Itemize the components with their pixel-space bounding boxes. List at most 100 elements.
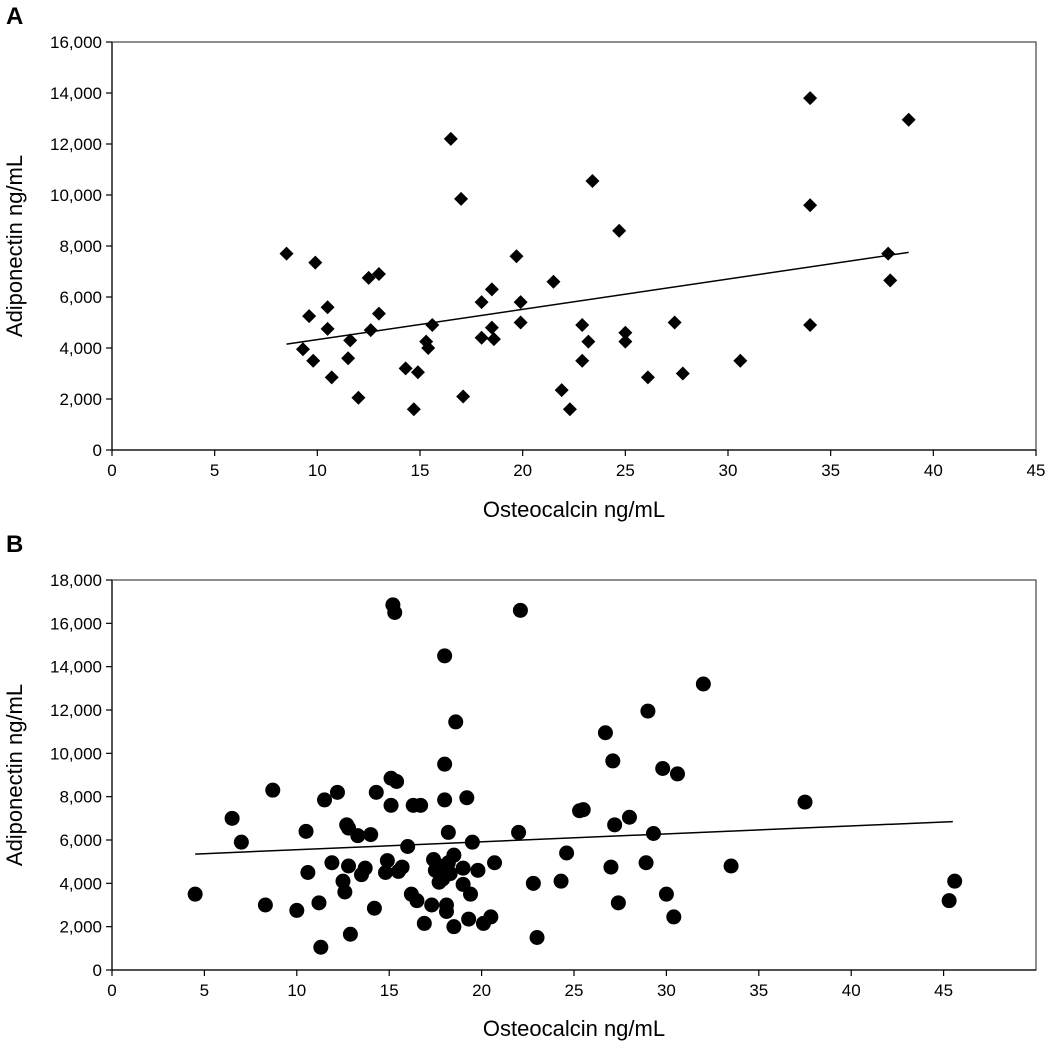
- data-point: [797, 794, 813, 810]
- axis-ticks-b: 0 5 10 15 20 25 30 35 40 45 0 2,000 4,000 6,000 8,000 1…: [50, 571, 1036, 1000]
- y-tick-label: 16,000: [50, 614, 102, 633]
- y-tick-label: 2,000: [59, 918, 102, 937]
- data-point: [329, 784, 345, 800]
- data-point: [474, 295, 489, 310]
- data-point: [425, 318, 440, 333]
- data-point: [511, 824, 527, 840]
- data-point: [416, 915, 432, 931]
- data-point: [638, 855, 654, 871]
- data-point: [341, 858, 357, 874]
- points-a: [279, 91, 916, 417]
- data-point: [640, 370, 655, 385]
- data-point: [509, 249, 524, 264]
- data-point: [342, 926, 358, 942]
- x-tick-label: 20: [513, 461, 532, 480]
- chart-panel-b: B 0 5 10 15 20 25 30 35 40 45 0 2,000 4,000 6,000 8,00…: [2, 531, 1037, 1041]
- data-point: [443, 131, 458, 146]
- y-tick-label: 4,000: [59, 339, 102, 358]
- data-point: [295, 342, 310, 357]
- data-point: [187, 886, 203, 902]
- data-point: [446, 919, 462, 935]
- data-point: [603, 859, 619, 875]
- data-point: [324, 855, 340, 871]
- data-point: [723, 858, 739, 874]
- x-tick-label: 40: [924, 461, 943, 480]
- x-axis-label-b: Osteocalcin ng/mL: [483, 1016, 665, 1041]
- data-point: [483, 909, 499, 925]
- data-point: [320, 300, 335, 315]
- trendline: [286, 251, 909, 345]
- data-point: [464, 834, 480, 850]
- y-tick-label: 6,000: [59, 831, 102, 850]
- data-point: [265, 782, 281, 798]
- data-point: [437, 756, 453, 772]
- data-point: [901, 112, 916, 127]
- data-point: [400, 839, 416, 854]
- x-tick-label: 0: [107, 461, 116, 480]
- data-point: [371, 267, 386, 282]
- data-point: [324, 370, 339, 385]
- data-point: [803, 91, 818, 106]
- data-point: [666, 909, 682, 925]
- data-point: [562, 402, 577, 417]
- data-point: [406, 402, 421, 417]
- data-point: [394, 859, 410, 875]
- data-point: [881, 246, 896, 261]
- data-point: [883, 273, 898, 288]
- data-point: [546, 274, 561, 289]
- data-point: [306, 353, 321, 368]
- data-point: [350, 828, 366, 844]
- data-point: [585, 173, 600, 188]
- data-point: [341, 351, 356, 366]
- x-tick-label: 15: [380, 981, 399, 1000]
- x-tick-label: 40: [842, 981, 861, 1000]
- data-point: [363, 827, 379, 843]
- data-point: [512, 602, 528, 618]
- y-axis-label-a: Adiponectin ng/mL: [2, 155, 27, 337]
- data-point: [513, 295, 528, 310]
- data-point: [308, 255, 323, 270]
- data-point: [368, 784, 384, 800]
- data-point: [553, 873, 569, 889]
- y-tick-label: 8,000: [59, 237, 102, 256]
- data-point: [675, 366, 690, 381]
- y-tick-label: 14,000: [50, 658, 102, 677]
- data-point: [389, 774, 405, 789]
- data-point: [387, 605, 403, 620]
- data-point: [667, 315, 682, 330]
- data-point: [669, 766, 685, 782]
- data-point: [398, 361, 413, 376]
- data-point: [442, 866, 458, 882]
- data-point: [618, 334, 633, 349]
- data-point: [575, 318, 590, 333]
- x-tick-label: 5: [200, 981, 209, 1000]
- data-point: [279, 246, 294, 261]
- plot-frame-b: [111, 579, 1037, 971]
- x-axis-label-a: Osteocalcin ng/mL: [483, 497, 665, 522]
- data-point: [233, 834, 249, 850]
- data-point: [610, 895, 626, 911]
- data-point: [300, 865, 316, 880]
- data-point: [424, 897, 440, 913]
- x-tick-label: 25: [565, 981, 584, 1000]
- y-tick-label: 0: [93, 961, 102, 980]
- data-point: [597, 725, 613, 741]
- x-tick-label: 35: [749, 981, 768, 1000]
- data-point: [410, 365, 425, 380]
- y-tick-label: 8,000: [59, 788, 102, 807]
- data-point: [289, 902, 305, 918]
- data-point: [487, 855, 503, 871]
- data-point: [456, 389, 471, 404]
- points-b: [187, 597, 963, 955]
- data-point: [437, 792, 453, 808]
- data-point: [224, 810, 240, 826]
- data-point: [612, 223, 627, 238]
- x-tick-label: 30: [719, 461, 738, 480]
- y-tick-label: 18,000: [50, 571, 102, 590]
- data-point: [446, 847, 462, 863]
- x-tick-label: 0: [107, 981, 116, 1000]
- data-point: [513, 315, 528, 330]
- data-point: [257, 897, 273, 913]
- x-tick-label: 20: [472, 981, 491, 1000]
- data-point: [695, 676, 711, 692]
